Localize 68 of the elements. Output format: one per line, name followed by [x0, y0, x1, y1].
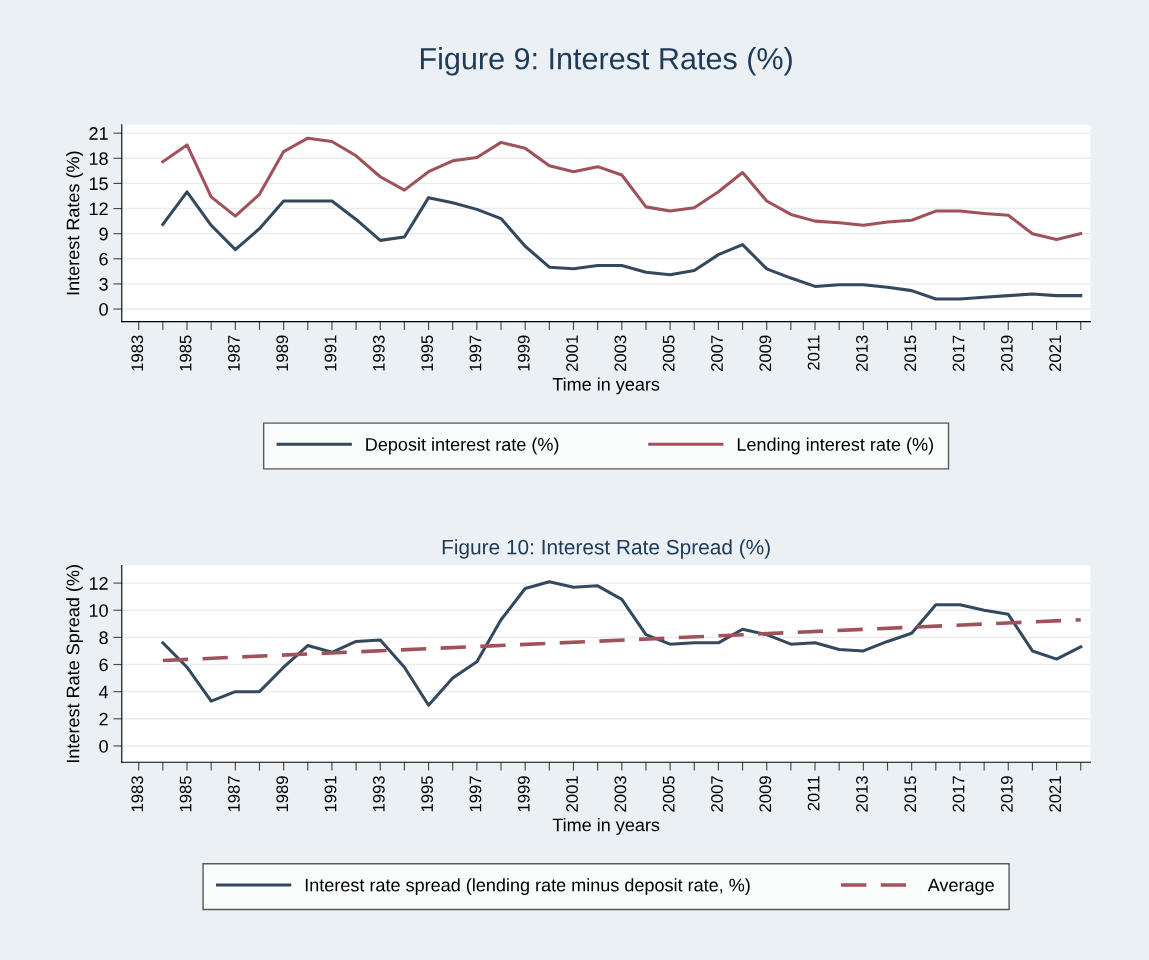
y-tick-label: 12	[89, 577, 108, 590]
y-tick-label: 4	[98, 685, 109, 699]
legend-label: Interest rate spread (lending rate minus deposit rate, %)	[305, 878, 750, 896]
line-series	[161, 136, 1083, 242]
x-tick-label: 2007	[711, 335, 723, 372]
y-tick-label: 15	[89, 177, 108, 191]
x-tick-label: 1995	[421, 776, 434, 812]
y-tick-label: 0	[99, 302, 108, 316]
x-tick-label: 1991	[324, 776, 337, 812]
x-tick-label: 2005	[662, 335, 675, 372]
y-tick-label: 8	[99, 631, 108, 645]
x-tick-label: 1985	[179, 776, 192, 812]
chart-title: Figure 9: Interest Rates (%)	[420, 47, 792, 76]
x-tick-label: 2001	[566, 776, 578, 812]
y-axis-title: Interest Rates (%)	[66, 151, 83, 295]
x-tick-label: 2021	[1049, 776, 1062, 812]
x-tick-label: 1999	[517, 335, 530, 371]
x-tick-label: 1993	[372, 335, 385, 371]
x-tick-label: 1989	[276, 335, 289, 371]
x-tick-label: 2011	[807, 776, 820, 811]
line-series	[161, 190, 1083, 301]
x-tick-label: 1983	[131, 776, 144, 812]
x-axis-title: Time in years	[552, 377, 660, 395]
x-tick-label: 2017	[952, 776, 965, 812]
y-axis-title: Interest Rate Spread (%)	[66, 565, 83, 763]
x-tick-label: 2019	[1000, 776, 1013, 812]
y-tick-label: 2	[99, 712, 108, 726]
x-tick-label: 1987	[227, 335, 240, 371]
x-tick-label: 2003	[614, 335, 627, 372]
line-series	[161, 580, 1083, 707]
x-tick-label: 1985	[179, 335, 192, 371]
x-tick-label: 2015	[904, 776, 917, 812]
x-tick-label: 2013	[856, 335, 868, 372]
x-tick-label: 2021	[1049, 335, 1062, 372]
x-tick-label: 1993	[372, 776, 385, 812]
y-tick-label: 6	[99, 252, 108, 266]
x-tick-label: 1997	[469, 776, 482, 812]
x-tick-label: 2013	[856, 776, 868, 812]
x-tick-label: 2009	[759, 335, 772, 372]
x-tick-label: 2011	[807, 335, 820, 370]
x-tick-label: 1997	[469, 335, 482, 371]
x-tick-label: 1991	[324, 335, 337, 371]
x-tick-label: 2003	[614, 776, 627, 812]
x-tick-label: 1987	[227, 776, 240, 812]
x-tick-label: 1983	[131, 335, 144, 371]
x-tick-label: 2015	[904, 335, 917, 372]
y-tick-label: 9	[99, 227, 108, 241]
y-tick-label: 3	[99, 277, 108, 291]
x-tick-label: 2019	[1000, 335, 1013, 372]
x-tick-label: 2005	[662, 776, 675, 812]
x-tick-label: 1989	[276, 776, 289, 812]
y-tick-label: 6	[99, 658, 108, 672]
x-tick-label: 2009	[759, 776, 772, 812]
x-tick-label: 2017	[952, 335, 965, 372]
x-axis-title: Time in years	[552, 818, 660, 835]
y-tick-label: 18	[89, 152, 108, 166]
x-tick-label: 1999	[517, 776, 530, 812]
legend-label: Deposit interest rate (%)	[366, 437, 559, 455]
y-tick-label: 0	[99, 739, 108, 753]
x-tick-label: 1995	[421, 335, 434, 371]
legend-label: Average	[927, 878, 994, 896]
x-tick-label: 2007	[711, 776, 723, 812]
x-tick-label: 2001	[566, 335, 578, 372]
chart-title: Figure 10: Interest Rate Spread (%)	[442, 539, 770, 559]
legend-label: Lending interest rate (%)	[737, 437, 933, 455]
y-tick-label: 10	[89, 604, 108, 617]
y-tick-label: 21	[89, 127, 108, 140]
y-tick-label: 12	[89, 202, 108, 216]
